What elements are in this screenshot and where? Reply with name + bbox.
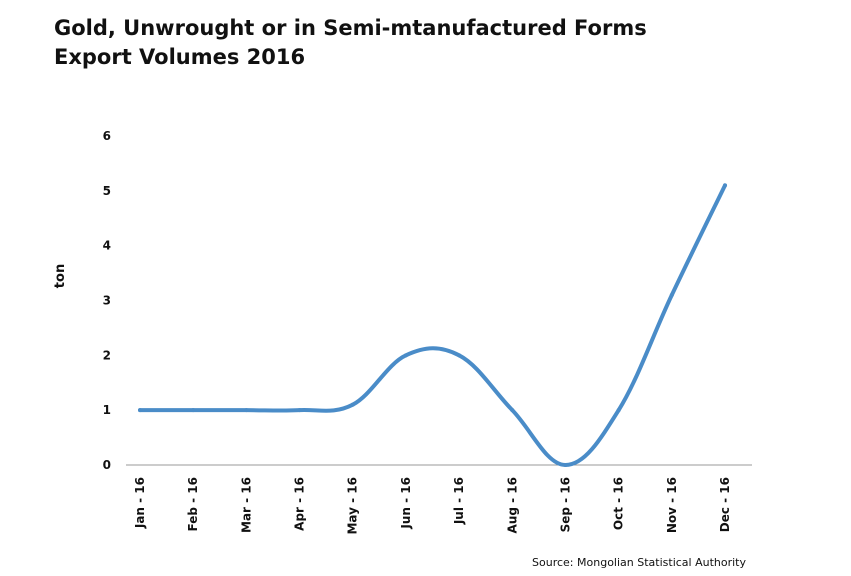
- x-tick-label: Aug - 16: [505, 477, 519, 533]
- data-point: [457, 353, 462, 358]
- data-point: [191, 408, 196, 413]
- chart-title-line-2: Export Volumes 2016: [54, 45, 306, 69]
- data-point: [563, 463, 568, 467]
- y-tick-label: 2: [103, 348, 111, 362]
- x-tick-label: Feb - 16: [186, 477, 200, 531]
- x-tick-label: Jan - 16: [133, 477, 147, 529]
- x-tick-label: Sep - 16: [558, 477, 572, 532]
- y-axis-label: ton: [53, 264, 68, 288]
- y-tick-label: 4: [103, 239, 111, 253]
- data-points: [138, 183, 727, 467]
- chart-title: Gold, Unwrought or in Semi-mtanufactured…: [54, 14, 647, 72]
- chart-title-line-1: Gold, Unwrought or in Semi-mtanufactured…: [54, 16, 647, 40]
- y-tick-label: 5: [103, 184, 111, 198]
- data-point: [510, 408, 515, 413]
- x-tick-label: Dec - 16: [718, 477, 732, 532]
- x-tick-label: Nov - 16: [665, 477, 679, 533]
- y-axis-ticks: 0 1 2 3 4 5 6: [103, 129, 111, 472]
- y-tick-label: 0: [103, 458, 111, 472]
- data-point: [297, 408, 302, 413]
- data-point: [350, 402, 355, 407]
- data-point: [723, 183, 727, 188]
- x-tick-label: Mar - 16: [239, 477, 253, 533]
- series-line: [138, 183, 727, 467]
- data-point: [244, 408, 249, 413]
- y-tick-label: 3: [103, 294, 111, 308]
- data-point: [669, 293, 674, 298]
- source-note: Source: Mongolian Statistical Authority: [532, 556, 746, 569]
- x-tick-label: Jun - 16: [399, 477, 413, 530]
- y-tick-label: 1: [103, 403, 111, 417]
- x-tick-label: Jul - 16: [452, 477, 466, 525]
- data-point: [138, 408, 142, 413]
- x-tick-label: May - 16: [346, 477, 360, 535]
- data-point: [616, 408, 621, 413]
- x-tick-label: Apr - 16: [293, 477, 307, 531]
- y-tick-label: 6: [103, 129, 111, 143]
- x-axis-ticks: Jan - 16 Feb - 16 Mar - 16 Apr - 16 May - 16…: [133, 477, 732, 535]
- x-tick-label: Oct - 16: [612, 477, 626, 530]
- data-point: [403, 353, 408, 358]
